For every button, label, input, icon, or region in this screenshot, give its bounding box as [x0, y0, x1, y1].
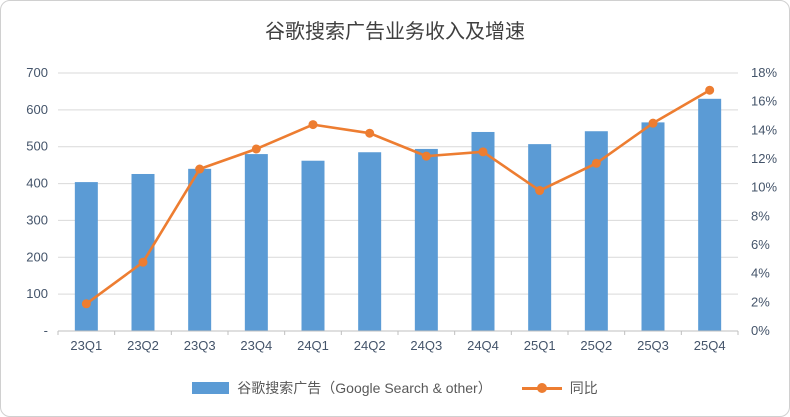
bar-series-swatch-icon [192, 382, 230, 394]
x-axis-category-label: 25Q2 [580, 338, 612, 353]
line-marker-icon [536, 383, 547, 393]
x-axis-category-label: 25Q4 [694, 338, 726, 353]
left-axis-tick-label: 200 [26, 249, 48, 264]
x-axis-category-label: 24Q1 [297, 338, 329, 353]
yoy-marker-24Q4 [478, 147, 488, 157]
x-axis-category-label: 24Q4 [467, 338, 499, 353]
left-axis-tick-label: 700 [26, 65, 48, 80]
legend-item-revenue: 谷歌搜索广告（Google Search & other） [192, 378, 492, 398]
yoy-marker-25Q2 [591, 158, 601, 168]
x-axis-category-label: 23Q3 [184, 338, 216, 353]
bar-25Q4 [698, 98, 722, 331]
x-axis-category-label: 25Q1 [524, 338, 556, 353]
bar-25Q3 [641, 122, 665, 331]
chart-title: 谷歌搜索广告业务收入及增速 [265, 21, 525, 43]
yoy-marker-23Q3 [195, 164, 205, 174]
yoy-marker-24Q3 [421, 151, 431, 161]
bar-25Q2 [584, 131, 608, 331]
right-axis-tick-label: 4% [751, 266, 770, 281]
yoy-marker-24Q1 [308, 120, 318, 130]
left-axis-tick-label: - [44, 323, 48, 338]
right-axis-tick-label: 6% [751, 237, 770, 252]
right-axis-tick-label: 12% [751, 151, 777, 166]
x-axis-category-label: 23Q4 [240, 338, 272, 353]
yoy-marker-23Q1 [81, 299, 91, 309]
bar-25Q1 [528, 144, 552, 331]
yoy-line [85, 88, 711, 306]
line-series-swatch-icon [521, 383, 562, 393]
bar-23Q2 [131, 173, 155, 331]
yoy-marker-24Q2 [365, 128, 375, 138]
x-axis-category-label: 23Q2 [127, 338, 159, 353]
left-axis-tick-label: 600 [26, 102, 48, 117]
x-axis-category-label: 24Q2 [354, 338, 386, 353]
bar-24Q3 [414, 148, 438, 331]
bar-23Q3 [188, 168, 212, 331]
legend-label-revenue: 谷歌搜索广告（Google Search & other） [237, 380, 492, 396]
left-axis-tick-label: 100 [26, 286, 48, 301]
left-axis-tick-label: 400 [26, 176, 48, 191]
left-axis-tick-label: 500 [26, 139, 48, 154]
x-axis-category-label: 24Q3 [410, 338, 442, 353]
bar-24Q2 [358, 152, 382, 331]
yoy-marker-23Q4 [251, 144, 261, 154]
right-axis-tick-label: 18% [751, 65, 777, 80]
x-axis-category-label: 23Q1 [70, 338, 102, 353]
yoy-marker-23Q2 [138, 257, 148, 267]
yoy-marker-25Q3 [648, 118, 658, 128]
right-axis-tick-label: 16% [751, 94, 777, 109]
legend-item-yoy: 同比 [521, 378, 598, 398]
right-axis-tick-label: 14% [751, 122, 777, 137]
bar-23Q1 [74, 182, 98, 331]
legend-label-yoy: 同比 [569, 380, 598, 396]
legend: 谷歌搜索广告（Google Search & other） 同比 [1, 377, 789, 399]
yoy-marker-25Q4 [705, 85, 715, 95]
yoy-marker-25Q1 [535, 186, 545, 196]
right-axis-tick-label: 10% [751, 180, 777, 195]
bar-23Q4 [244, 154, 268, 331]
right-axis-tick-label: 8% [751, 208, 770, 223]
left-axis-tick-label: 300 [26, 212, 48, 227]
bar-24Q1 [301, 160, 325, 331]
right-axis-tick-label: 0% [751, 323, 770, 338]
right-axis-tick-label: 2% [751, 294, 770, 309]
bar-24Q4 [471, 131, 495, 331]
x-axis-category-label: 25Q3 [637, 338, 669, 353]
